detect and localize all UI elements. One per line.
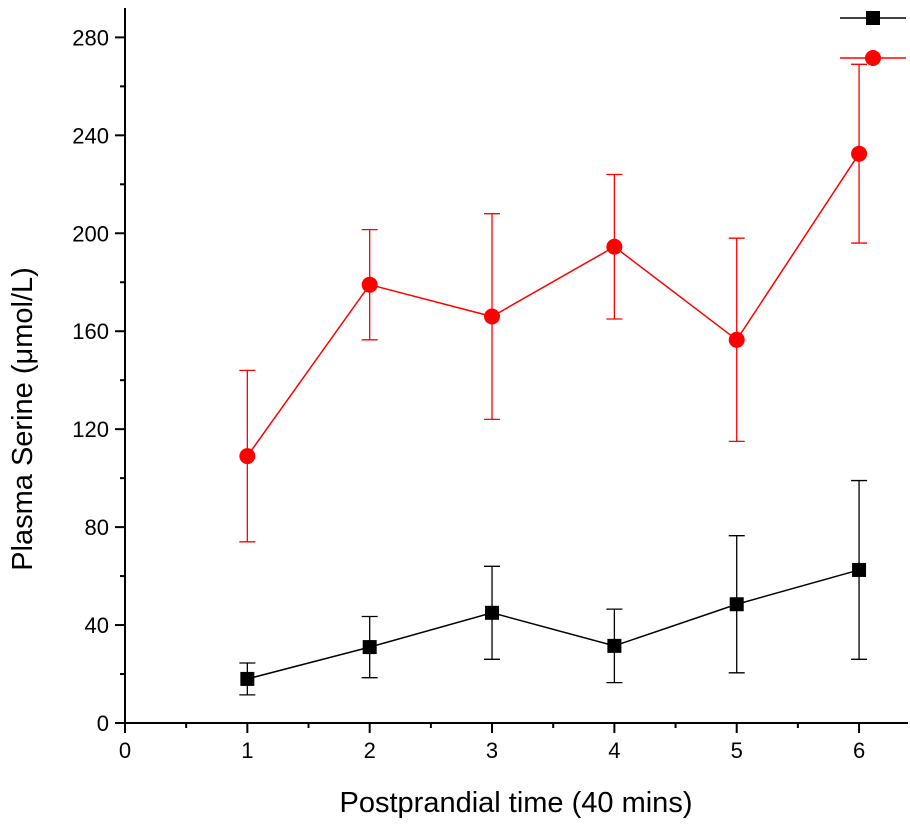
series-1 xyxy=(239,479,868,696)
y-tick-label: 280 xyxy=(72,25,109,50)
legend-marker xyxy=(866,11,880,25)
y-tick-label: 120 xyxy=(72,417,109,442)
x-tick-label: 4 xyxy=(608,738,620,763)
series-layer xyxy=(239,63,868,696)
legend xyxy=(840,11,906,66)
data-point xyxy=(485,605,500,620)
data-point xyxy=(239,448,256,465)
data-point xyxy=(728,331,745,348)
axes: 0 40 80 120 160 200 240 280 0 1 2 3 4 5 6 xyxy=(72,8,908,763)
y-tick-label: 80 xyxy=(85,515,109,540)
x-tick-label: 0 xyxy=(119,738,131,763)
x-tick-label: 1 xyxy=(241,738,253,763)
series-line xyxy=(246,153,860,457)
x-tick-label: 5 xyxy=(731,738,743,763)
x-tick-label: 2 xyxy=(364,738,376,763)
y-tick-label: 200 xyxy=(72,221,109,246)
data-point xyxy=(606,238,623,255)
series-line xyxy=(247,569,860,680)
y-axis-title: Plasma Serine (μmol/L) xyxy=(7,267,39,571)
data-point xyxy=(729,597,744,612)
data-point xyxy=(852,562,867,577)
y-tick-label: 0 xyxy=(97,711,109,736)
data-point xyxy=(362,640,377,655)
data-point xyxy=(851,145,868,162)
y-tick-label: 240 xyxy=(72,123,109,148)
data-point xyxy=(607,638,622,653)
x-axis-title: Postprandial time (40 mins) xyxy=(340,787,693,819)
data-point xyxy=(240,671,255,686)
legend-marker xyxy=(865,50,881,66)
x-tick-label: 6 xyxy=(853,738,865,763)
y-tick-label: 40 xyxy=(85,613,109,638)
x-tick-label: 3 xyxy=(486,738,498,763)
series-2 xyxy=(239,63,868,543)
data-point xyxy=(361,276,378,293)
data-point xyxy=(484,308,501,325)
y-tick-label: 160 xyxy=(72,319,109,344)
